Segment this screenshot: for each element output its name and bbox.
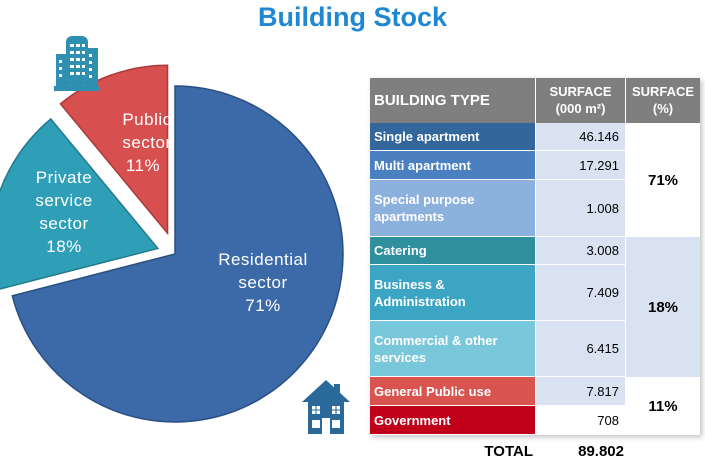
- percent-group-public: 11%: [625, 377, 700, 435]
- pie-label-private-service: Private service sector 18%: [24, 166, 104, 258]
- table-row-type: Business & Administration: [370, 265, 535, 321]
- pie-label-line: sector: [122, 133, 172, 152]
- table-row-surface: 7.409: [535, 265, 625, 321]
- table-row-surface: 46.146: [535, 123, 625, 151]
- table-row-type: General Public use: [370, 377, 535, 406]
- office-building-icon: [54, 36, 100, 91]
- header-surface-area: SURFACE (000 m²): [535, 78, 625, 123]
- table-row-type: Commercial & other services: [370, 321, 535, 377]
- header-text: SURFACE: [549, 84, 612, 99]
- table-row-type: Special purpose apartments: [370, 180, 535, 237]
- pie-label-line: 71%: [245, 296, 281, 315]
- header-text: (000 m²): [555, 101, 606, 116]
- table-row-surface: 17.291: [535, 151, 625, 180]
- pie-label-line: 18%: [46, 237, 82, 256]
- page-title: Building Stock: [258, 2, 447, 32]
- total-row: TOTAL 89.802: [370, 437, 700, 467]
- percent-group-residential: 71%: [625, 123, 700, 237]
- table-row-type: Catering: [370, 237, 535, 265]
- header-surface-percent: SURFACE (%): [625, 78, 700, 123]
- table-row-type: Single apartment: [370, 123, 535, 151]
- total-value: 89.802: [578, 443, 624, 460]
- total-label: TOTAL: [484, 443, 533, 460]
- pie-label-line: Private: [35, 168, 93, 187]
- house-icon: [302, 380, 350, 434]
- building-stock-table: BUILDING TYPE SURFACE (000 m²) SURFACE (…: [370, 78, 700, 435]
- percent-value: 71%: [647, 171, 679, 189]
- pie-label-line: 11%: [125, 156, 161, 175]
- percent-value: 11%: [648, 397, 678, 415]
- pie-chart: [0, 64, 344, 423]
- pie-label-line: sector: [238, 273, 288, 292]
- pie-label-public: Public sector 11%: [108, 108, 178, 177]
- pie-label-line: service: [35, 191, 93, 210]
- table-row-type: Government: [370, 406, 535, 435]
- header-text: BUILDING TYPE: [374, 92, 490, 109]
- pie-label-line: Public: [122, 110, 172, 129]
- header-building-type: BUILDING TYPE: [370, 78, 535, 123]
- table-row-surface: 708: [535, 406, 625, 435]
- pie-label-line: Residential: [218, 250, 308, 269]
- table-row-surface: 7.817: [535, 377, 625, 406]
- header-text: SURFACE: [631, 84, 695, 99]
- pie-label-line: sector: [39, 214, 89, 233]
- percent-group-private-service: 18%: [625, 237, 700, 377]
- percent-value: 18%: [647, 298, 679, 316]
- pie-slice-public: [59, 64, 169, 236]
- pie-slice-residential: [11, 85, 344, 423]
- pie-slice-private-service: [0, 117, 160, 290]
- header-text: (%): [652, 101, 674, 116]
- table-row-surface: 1.008: [535, 180, 625, 237]
- table-row-type: Multi apartment: [370, 151, 535, 180]
- table-row-surface: 6.415: [535, 321, 625, 377]
- pie-label-residential: Residential sector 71%: [218, 248, 308, 317]
- table-row-surface: 3.008: [535, 237, 625, 265]
